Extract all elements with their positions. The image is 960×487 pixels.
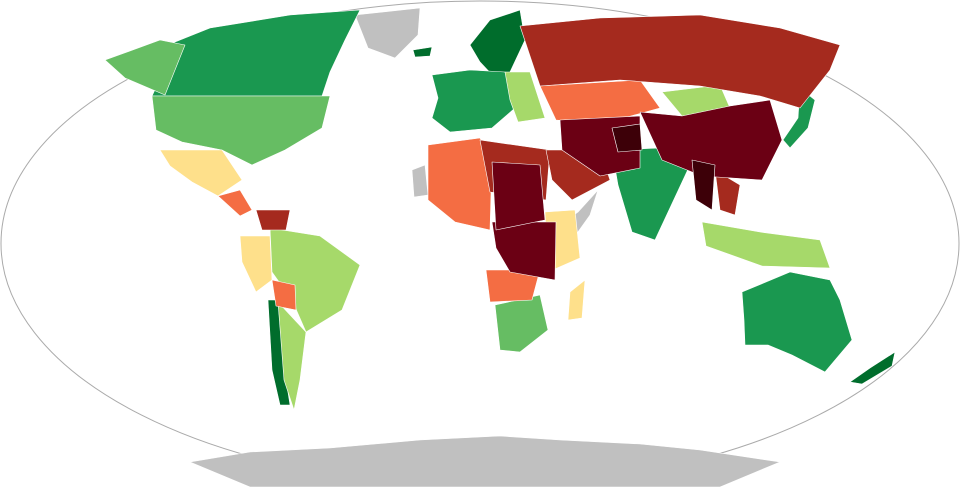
china	[639, 99, 783, 181]
madagascar	[567, 279, 586, 321]
bolivia	[271, 279, 297, 311]
argentina	[277, 301, 307, 411]
new-zealand	[849, 351, 896, 385]
cat3-regions	[104, 39, 549, 353]
western-sahara	[411, 164, 429, 198]
myanmar	[691, 159, 716, 211]
cat4-regions	[269, 71, 831, 411]
central-africa	[491, 221, 557, 281]
central-america	[217, 189, 253, 217]
united-states	[151, 95, 331, 166]
greenland	[354, 7, 421, 59]
venezuela	[255, 209, 291, 231]
cat9-regions	[611, 123, 716, 211]
north-west-africa	[427, 137, 493, 231]
brazil	[269, 227, 361, 333]
peru	[239, 235, 273, 293]
sahel	[491, 161, 546, 231]
central-asia	[539, 79, 661, 125]
japan	[782, 87, 816, 149]
indonesia	[701, 221, 831, 269]
vietnam	[714, 169, 741, 216]
russia	[519, 14, 841, 109]
cat2-regions	[151, 9, 853, 373]
cat6-regions	[217, 79, 661, 311]
antarctica	[189, 435, 781, 487]
australia	[741, 271, 853, 373]
afghanistan	[611, 123, 643, 153]
eastern-europe	[504, 71, 546, 123]
scandinavia	[469, 9, 526, 79]
western-europe	[431, 69, 516, 133]
iceland	[412, 46, 433, 58]
alaska	[104, 39, 186, 96]
